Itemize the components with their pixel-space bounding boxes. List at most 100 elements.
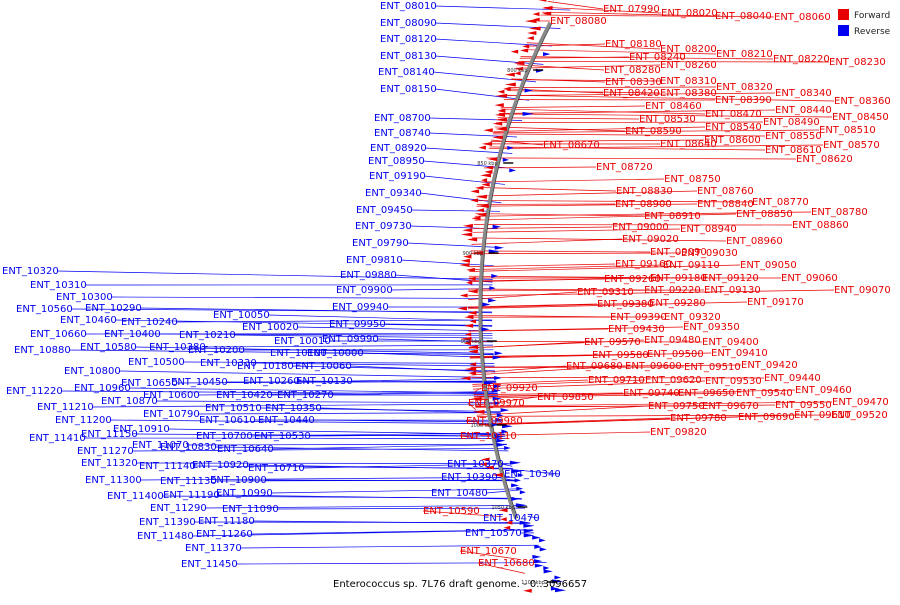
- reverse-gene-feature: [488, 298, 496, 302]
- reverse-gene-feature: [511, 497, 519, 501]
- forward-gene-label: ENT_10670: [460, 546, 517, 557]
- forward-gene-label: ENT_08850: [736, 209, 793, 220]
- reverse-gene-feature: [482, 302, 490, 306]
- forward-gene-label: ENT_08450: [832, 112, 889, 123]
- forward-gene-label: ENT_08260: [660, 60, 717, 71]
- forward-gene-label: ENT_09690: [738, 412, 795, 423]
- reverse-gene-label: ENT_10440: [258, 415, 315, 426]
- reverse-gene-label: ENT_10460: [60, 315, 117, 326]
- reverse-gene-label: ENT_11130: [160, 476, 217, 487]
- reverse-gene-label: ENT_08140: [378, 67, 435, 78]
- reverse-gene-label: ENT_09900: [336, 285, 393, 296]
- forward-gene-feature: [468, 289, 478, 293]
- forward-legend-swatch: [838, 9, 849, 20]
- reverse-gene-label: ENT_11090: [222, 504, 279, 515]
- reverse-gene-label: ENT_10700: [196, 431, 253, 442]
- forward-gene-label: ENT_09470: [832, 397, 889, 408]
- forward-gene-label: ENT_09110: [663, 260, 720, 271]
- forward-gene-label: ENT_09970: [468, 398, 525, 409]
- forward-gene-label: ENT_08420: [603, 88, 660, 99]
- forward-gene-feature: [495, 127, 507, 131]
- forward-gene-label: ENT_08390: [715, 95, 772, 106]
- reverse-leader-line: [401, 260, 494, 266]
- forward-gene-feature: [533, 12, 540, 16]
- reverse-gene-label: ENT_10640: [217, 444, 274, 455]
- forward-gene-feature: [481, 183, 489, 187]
- reverse-gene-feature: [524, 529, 534, 533]
- forward-gene-feature: [464, 315, 473, 319]
- reverse-gene-label: ENT_11320: [81, 458, 138, 469]
- forward-gene-label: ENT_09430: [608, 324, 665, 335]
- forward-gene-label: ENT_08340: [775, 88, 832, 99]
- forward-gene-label: ENT_09670: [702, 401, 759, 412]
- reverse-gene-feature: [503, 158, 509, 162]
- forward-gene-label: ENT_09540: [736, 388, 793, 399]
- reverse-leader-line: [140, 308, 492, 313]
- reverse-gene-label: ENT_10510: [205, 403, 262, 414]
- reverse-gene-feature: [494, 376, 502, 380]
- forward-gene-label: ENT_08230: [829, 57, 886, 68]
- reverse-gene-label: ENT_11140: [139, 461, 196, 472]
- forward-gene-label: ENT_09020: [622, 234, 679, 245]
- forward-gene-label: ENT_09710: [588, 375, 645, 386]
- reverse-gene-feature: [543, 566, 549, 570]
- forward-gene-feature: [465, 332, 471, 336]
- reverse-gene-label: ENT_10960: [74, 383, 131, 394]
- forward-leader-line: [491, 140, 543, 145]
- reverse-gene-label: ENT_11200: [55, 415, 112, 426]
- forward-gene-feature: [511, 50, 518, 54]
- forward-gene-label: ENT_10590: [423, 506, 480, 517]
- reverse-gene-label: ENT_08150: [380, 84, 437, 95]
- forward-gene-label: ENT_09740: [623, 388, 680, 399]
- reverse-gene-label: ENT_10660: [30, 329, 87, 340]
- reverse-gene-label: ENT_10270: [277, 390, 334, 401]
- reverse-gene-label: ENT_11450: [181, 559, 238, 570]
- reverse-gene-label: ENT_09450: [356, 205, 413, 216]
- forward-gene-feature: [479, 146, 486, 150]
- forward-leader-line: [480, 187, 616, 191]
- forward-gene-label: ENT_09820: [650, 427, 707, 438]
- forward-gene-label: ENT_09380: [597, 299, 654, 310]
- reverse-leader-line: [351, 378, 496, 381]
- reverse-gene-label: ENT_11180: [198, 516, 255, 527]
- forward-gene-feature: [537, 0, 547, 2]
- reverse-gene-label: ENT_11410: [29, 433, 86, 444]
- reverse-gene-label: ENT_10880: [14, 345, 71, 356]
- forward-gene-label: ENT_08530: [639, 114, 696, 125]
- forward-gene-label: ENT_08860: [792, 220, 849, 231]
- forward-gene-label: ENT_09980: [466, 416, 523, 427]
- reverse-gene-feature: [510, 461, 521, 465]
- forward-gene-label: ENT_08310: [660, 76, 717, 87]
- forward-leader-line: [498, 118, 639, 119]
- reverse-gene-feature: [495, 246, 504, 250]
- reverse-leader-line: [277, 508, 525, 509]
- forward-gene-label: ENT_07990: [603, 4, 660, 15]
- reverse-leader-line: [486, 490, 519, 493]
- forward-gene-label: ENT_08750: [664, 174, 721, 185]
- forward-gene-feature: [477, 208, 484, 212]
- forward-gene-feature: [527, 31, 536, 35]
- forward-gene-feature: [520, 49, 528, 53]
- forward-gene-label: ENT_09220: [644, 285, 701, 296]
- reverse-gene-label: ENT_08920: [370, 143, 427, 154]
- forward-gene-label: ENT_08470: [705, 109, 762, 120]
- forward-gene-label: ENT_08510: [819, 125, 876, 136]
- forward-gene-label: ENT_10680: [478, 558, 535, 569]
- reverse-gene-label: ENT_10200: [188, 345, 245, 356]
- forward-gene-feature: [463, 224, 473, 228]
- reverse-gene-feature: [489, 286, 495, 290]
- forward-gene-label: ENT_08900: [615, 199, 672, 210]
- forward-gene-feature: [464, 324, 473, 328]
- reverse-gene-label: ENT_10610: [199, 415, 256, 426]
- reverse-gene-label: ENT_10310: [30, 280, 87, 291]
- reverse-leader-line: [57, 271, 493, 279]
- genome-caption: Enterococcus sp. 7L76 draft genome. - 0.…: [333, 579, 587, 590]
- forward-gene-label: ENT_09750: [648, 401, 705, 412]
- forward-gene-label: ENT_09410: [711, 348, 768, 359]
- reverse-gene-label: ENT_08010: [380, 1, 437, 12]
- position-tick-label: 900 kbp: [463, 251, 483, 257]
- reverse-gene-feature: [523, 112, 534, 116]
- position-tick-label: 800 kbp: [507, 68, 527, 74]
